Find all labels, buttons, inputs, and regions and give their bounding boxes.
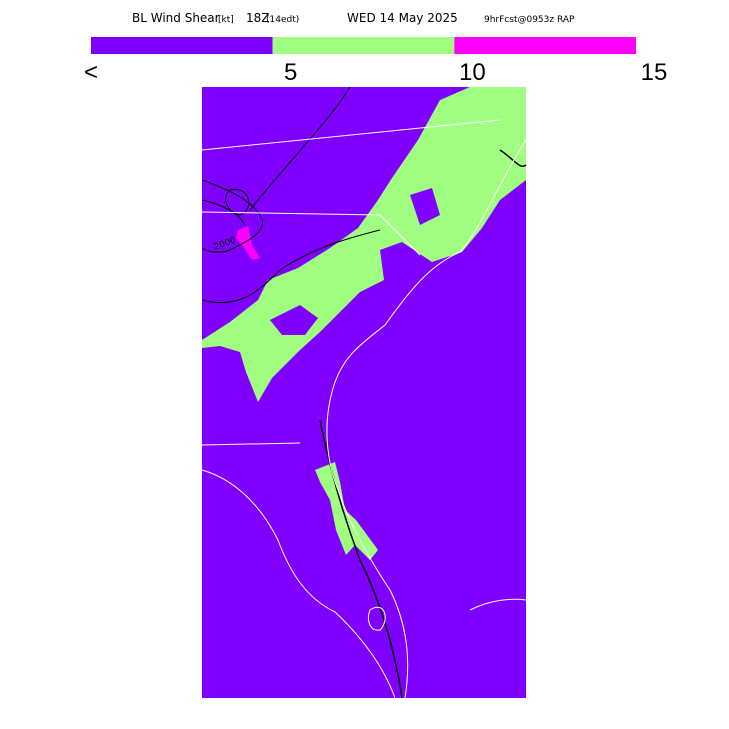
time: 18Z <box>246 11 270 25</box>
date: WED 14 May 2025 <box>347 11 458 25</box>
shear-area-low <box>202 87 310 215</box>
legend: <5 10 15 <box>84 37 667 86</box>
units: [kt] <box>218 15 234 25</box>
legend-label: 10 <box>459 59 486 86</box>
legend-swatch <box>91 37 273 54</box>
forecast: 9hrFcst@0953z RAP <box>484 15 575 25</box>
legend-swatch <box>454 37 636 54</box>
shear-area-low <box>270 305 318 335</box>
shear-area-low <box>410 188 440 225</box>
map: 2000 <box>201 86 527 699</box>
legend-label: < <box>84 59 98 86</box>
legend-label: 5 <box>284 59 297 86</box>
shear-max <box>236 226 260 260</box>
legend-swatch <box>272 37 455 54</box>
boundaries <box>201 119 527 699</box>
legend-label: 15 <box>641 59 668 86</box>
title: BL Wind Shear <box>132 11 220 25</box>
shear-area <box>315 462 378 560</box>
local-time: (14edt) <box>266 15 299 25</box>
